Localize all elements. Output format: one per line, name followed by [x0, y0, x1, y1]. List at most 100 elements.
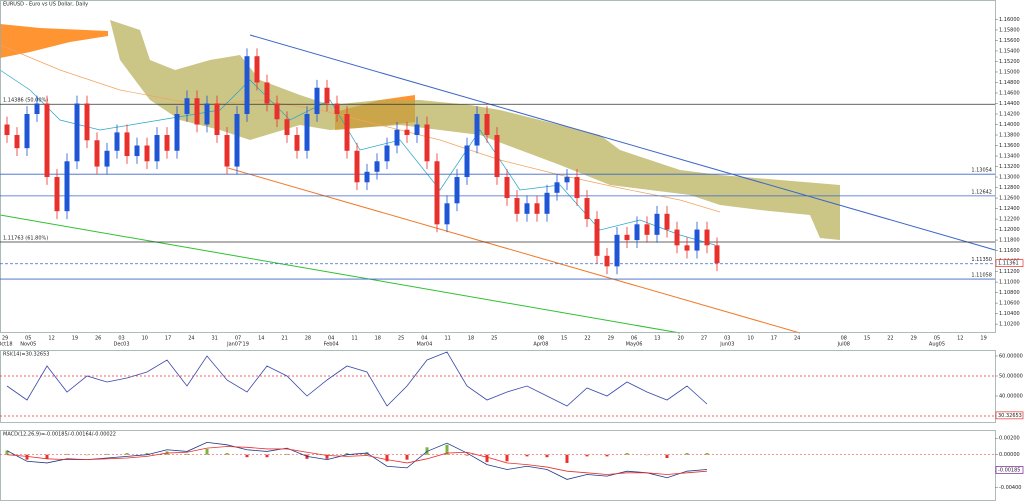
histogram-bar: [125, 453, 129, 455]
y-tick-label: 1.16000: [999, 17, 1020, 23]
candle-body: [24, 114, 30, 149]
histogram-bar: [65, 453, 69, 455]
x-tick-label: 19: [980, 336, 986, 342]
candle-body: [464, 145, 470, 178]
candle-body: [44, 103, 50, 178]
candle-body: [414, 124, 420, 136]
y-tick-label: 1.15600: [999, 38, 1020, 44]
histogram-bar: [685, 453, 689, 455]
y-tick-label: 1.10400: [999, 311, 1020, 317]
candle-body: [504, 177, 510, 199]
candle-body: [84, 103, 90, 141]
x-tick-label: 14: [258, 336, 264, 342]
y-tick-label: 60.00000: [999, 354, 1023, 360]
last-value-box: [995, 259, 1024, 267]
candle-body: [314, 87, 320, 115]
candle-body: [244, 56, 250, 115]
histogram-bar: [305, 454, 309, 459]
x-tick-label: 29: [608, 336, 614, 342]
histogram-bar: [385, 454, 389, 462]
last-value-label: -0.00185: [998, 467, 1020, 473]
y-tick-label: 1.11000: [999, 280, 1020, 286]
x-tick-label: 08: [841, 336, 847, 342]
candle-body: [624, 234, 630, 241]
indicator-title: MACD(12,26,9)=-0.00185/-0.00164/-0.00022: [3, 432, 116, 438]
candle-body: [594, 219, 600, 256]
histogram-bar: [325, 454, 329, 459]
histogram-bar: [405, 454, 409, 460]
histogram-bar: [585, 454, 589, 457]
x-month-label: Oct18: [0, 342, 13, 348]
y-tick-label: 1.14200: [999, 112, 1020, 118]
candle-body: [124, 132, 130, 157]
x-tick-label: 31: [212, 336, 218, 342]
x-tick-label: 15: [864, 336, 870, 342]
cloud: [0, 24, 108, 58]
level-label: 1.11350: [971, 257, 992, 263]
y-tick-label: 1.11600: [999, 248, 1020, 254]
y-tick-label: 1.10600: [999, 301, 1020, 307]
y-tick-label: 1.13800: [999, 133, 1020, 139]
candle-body: [234, 114, 240, 167]
candle-body: [704, 229, 710, 246]
candle-body: [214, 103, 220, 136]
histogram-bar: [665, 454, 669, 458]
x-tick-label: 05: [934, 336, 940, 342]
candle-body: [574, 177, 580, 199]
candle-body: [394, 129, 400, 146]
candle-body: [134, 145, 140, 157]
y-tick-label: 1.14800: [999, 80, 1020, 86]
x-tick-label: 22: [887, 336, 893, 342]
macd-line: [6, 441, 708, 480]
rsi-line: [6, 351, 708, 407]
x-tick-label: 17: [771, 336, 777, 342]
candle-body: [144, 145, 150, 162]
x-tick-label: 12: [957, 336, 963, 342]
y-tick-label: 40.00000: [999, 394, 1023, 400]
histogram-bar: [465, 454, 469, 456]
last-value-box: [995, 411, 1024, 420]
level-label: 1.11763 (61.80%): [3, 236, 48, 242]
x-month-label: Nov05: [20, 342, 36, 348]
candle-body: [354, 150, 360, 183]
last-value-label: 30.32653: [998, 413, 1022, 419]
histogram-bar: [705, 453, 709, 455]
candle-body: [514, 198, 520, 214]
candle-body: [654, 213, 660, 235]
x-tick-label: 11: [351, 336, 357, 342]
y-tick-label: 1.15000: [999, 69, 1020, 75]
x-tick-label: 29: [2, 336, 8, 342]
y-tick-label: 1.13600: [999, 143, 1020, 149]
x-tick-label: 24: [794, 336, 800, 342]
histogram-bar: [185, 453, 189, 455]
y-tick-label: 1.11200: [999, 269, 1020, 275]
candle-body: [114, 132, 120, 151]
x-tick-label: 28: [305, 336, 311, 342]
candle-body: [14, 135, 20, 149]
candle-body: [474, 114, 480, 146]
last-value-box: [995, 466, 1024, 474]
histogram-bar: [5, 450, 9, 455]
x-tick-label: 05: [25, 336, 31, 342]
x-month-label: Mar04: [417, 342, 433, 348]
histogram-bar: [285, 453, 289, 455]
candle-body: [334, 103, 340, 115]
candle-body: [384, 145, 390, 162]
candle-body: [74, 103, 80, 162]
panel-frame: [0, 350, 996, 423]
y-tick-label: 1.14400: [999, 101, 1020, 107]
y-tick-label: 0.00000: [999, 452, 1020, 458]
moving-average: [0, 44, 721, 213]
x-tick-label: 27: [701, 336, 707, 342]
candle-body: [4, 124, 10, 136]
candle-body: [604, 255, 610, 267]
candle-body: [54, 177, 60, 212]
candle-body: [534, 203, 540, 214]
candle-body: [164, 135, 170, 151]
x-tick-label: 07: [235, 336, 241, 342]
y-tick-label: 1.12400: [999, 206, 1020, 212]
y-tick-label: 1.15200: [999, 59, 1020, 65]
chart-title: EURUSD - Euro vs US Dollar, Daily: [3, 2, 88, 8]
histogram-bar: [505, 454, 509, 462]
